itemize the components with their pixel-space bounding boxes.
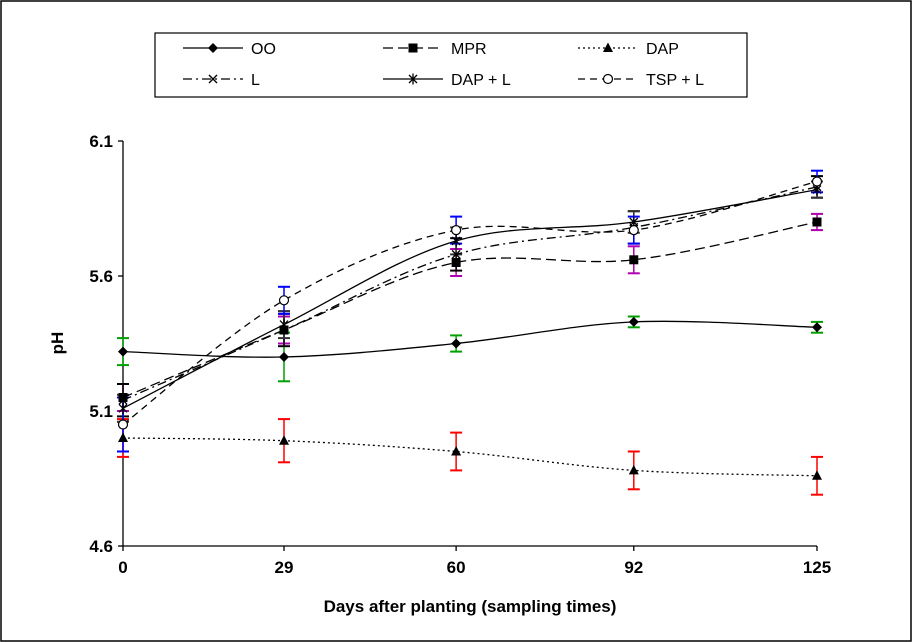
y-tick-label: 4.6 xyxy=(89,537,113,556)
y-tick-label: 6.1 xyxy=(89,132,113,151)
marker-diamond xyxy=(279,352,290,362)
legend: OO MPR DAP L DAP + L TSP + L xyxy=(154,32,748,98)
legend-item-dap: DAP xyxy=(578,41,679,58)
series-dap xyxy=(118,432,822,480)
marker-circle xyxy=(628,225,639,236)
marker-diamond xyxy=(118,346,128,357)
x-tick-label: 125 xyxy=(803,558,831,577)
legend-label: TSP + L xyxy=(646,72,704,89)
y-tick-label: 5.1 xyxy=(89,402,113,421)
marker-square xyxy=(629,255,639,265)
marker-star xyxy=(279,319,289,331)
x-tick-label: 60 xyxy=(447,558,466,577)
x-tick-label: 92 xyxy=(624,558,643,577)
legend-item-dap-l: DAP + L xyxy=(383,72,511,89)
marker-star xyxy=(118,402,128,414)
marker-diamond xyxy=(208,43,218,53)
series-tsp-l xyxy=(117,176,823,430)
marker-triangle xyxy=(118,432,128,442)
marker-circle xyxy=(811,176,823,187)
marker-x xyxy=(208,74,218,84)
marker-diamond xyxy=(628,316,639,327)
legend-label: DAP + L xyxy=(451,72,511,89)
marker-triangle xyxy=(628,464,639,475)
marker-circle xyxy=(117,419,129,430)
legend-label: MPR xyxy=(451,41,487,58)
marker-square xyxy=(408,43,418,53)
x-axis-title: Days after planting (sampling times) xyxy=(324,597,617,616)
marker-star xyxy=(451,235,461,247)
marker-square xyxy=(118,393,128,402)
marker-diamond xyxy=(451,338,462,349)
legend-item-oo: OO xyxy=(183,41,276,58)
legend-label: OO xyxy=(251,41,276,58)
marker-diamond xyxy=(812,322,822,333)
marker-x xyxy=(118,395,128,405)
legend-item-tsp-l: TSP + L xyxy=(578,72,704,89)
marker-square xyxy=(812,217,822,227)
x-tick-label: 29 xyxy=(275,558,294,577)
x-tick-label: 0 xyxy=(118,558,127,577)
legend-label: L xyxy=(251,72,260,89)
legend-item-mpr: MPR xyxy=(383,41,487,58)
marker-x xyxy=(451,249,461,259)
marker-triangle xyxy=(451,446,462,456)
marker-circle xyxy=(602,73,614,85)
marker-circle xyxy=(278,295,290,306)
marker-circle xyxy=(451,225,462,236)
plot-area xyxy=(117,169,823,496)
y-axis-title: pH xyxy=(48,332,67,355)
legend-label: DAP xyxy=(646,41,679,58)
marker-star xyxy=(408,73,418,85)
marker-square xyxy=(451,258,461,267)
legend-item-l: L xyxy=(183,72,260,89)
y-tick-label: 5.6 xyxy=(89,267,113,286)
marker-triangle xyxy=(279,435,290,445)
series-oo xyxy=(118,316,822,362)
marker-triangle xyxy=(812,470,822,480)
legend-box xyxy=(154,32,748,98)
ticks: 4.6 5.1 5.6 6.1 0 29 60 92 125 xyxy=(89,132,831,577)
series-dap-l xyxy=(118,184,822,414)
marker-triangle xyxy=(603,42,613,52)
